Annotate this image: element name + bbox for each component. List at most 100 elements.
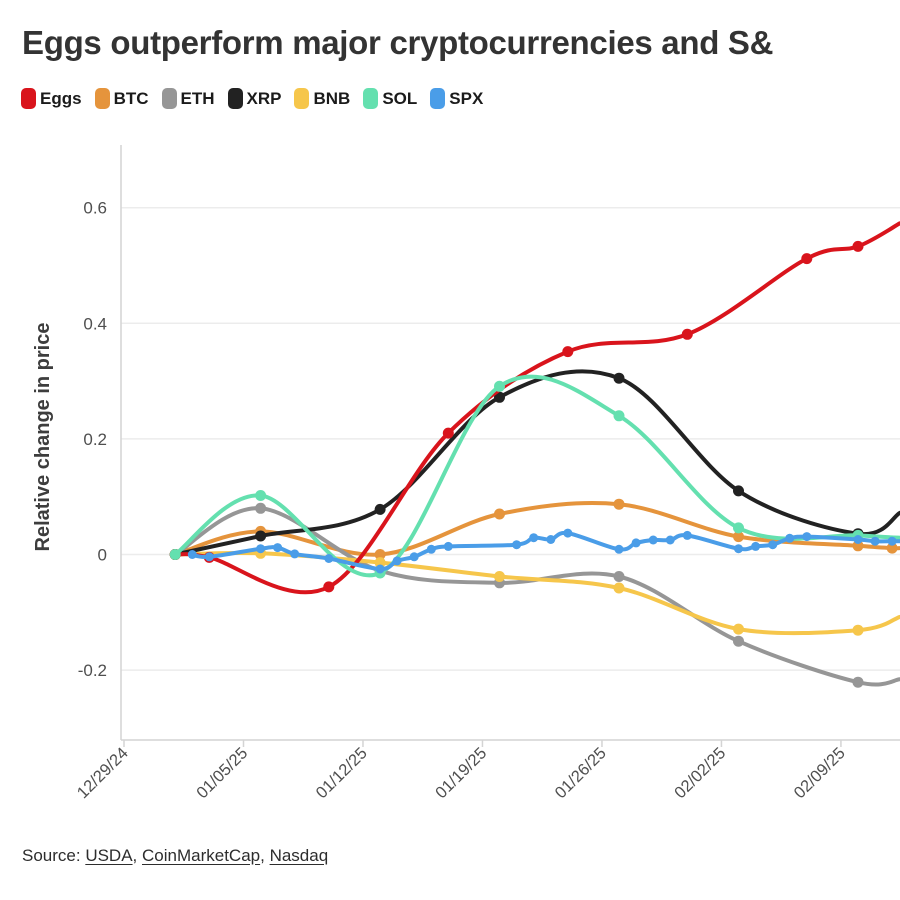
legend-label: Eggs (40, 88, 82, 108)
data-point-sol (494, 380, 505, 392)
legend-label: XRP (246, 88, 282, 108)
data-point-eggs (801, 253, 813, 265)
legend-swatch-xrp (227, 88, 243, 109)
legend-swatch-sol (363, 88, 379, 109)
legend-swatch-eggs (21, 88, 36, 109)
data-point-spx (665, 535, 675, 545)
series-line-btc (173, 501, 900, 557)
source-link-nasdaq[interactable]: Nasdaq (269, 846, 329, 865)
data-point-spx (392, 556, 402, 566)
legend: Eggs BTC ETH XRP BNB SOL SPX (21, 88, 483, 109)
legend-label: SPX (449, 88, 484, 108)
legend-item-eggs[interactable]: Eggs (21, 88, 82, 109)
data-point-spx (768, 540, 778, 550)
data-point-bnb (733, 623, 744, 635)
legend-item-spx[interactable]: SPX (430, 88, 483, 109)
data-point-spx (443, 541, 453, 551)
source-line: Source: USDA, CoinMarketCap, Nasdaq (22, 846, 328, 866)
data-point-bnb (494, 571, 505, 582)
data-point-eggs (323, 581, 335, 593)
data-point-xrp (494, 391, 505, 403)
data-point-eth (613, 571, 625, 582)
x-tick-label: 02/02/25 (671, 744, 729, 802)
y-tick-label: 0.2 (83, 430, 107, 449)
data-point-btc (374, 549, 386, 560)
data-point-spx (256, 544, 266, 554)
data-point-btc (886, 542, 898, 554)
data-point-bnb (374, 557, 386, 569)
data-point-spx (682, 530, 692, 540)
data-point-eth (733, 635, 744, 647)
data-point-spx (887, 536, 897, 546)
data-point-xrp (374, 503, 386, 515)
legend-label: ETH (180, 88, 215, 108)
y-axis-title: Relative change in price (32, 323, 54, 552)
data-point-sol (733, 522, 744, 534)
data-point-spx (409, 552, 419, 562)
data-point-bnb (613, 582, 625, 594)
series-line-bnb (173, 550, 900, 636)
series-line-eggs (173, 221, 900, 595)
data-point-spx (614, 544, 624, 554)
data-point-btc (494, 508, 505, 520)
data-point-spx (375, 564, 385, 574)
source-link-coinmarketcap[interactable]: CoinMarketCap (142, 846, 261, 865)
legend-item-xrp[interactable]: XRP (227, 88, 282, 109)
x-tick-label: 01/19/25 (432, 744, 490, 802)
legend-item-btc[interactable]: BTC (94, 88, 149, 109)
data-point-spx (290, 549, 300, 559)
legend-label: BNB (313, 88, 351, 108)
data-point-sol (255, 490, 267, 501)
data-point-sol (613, 410, 625, 422)
source-separator: , (132, 846, 142, 865)
data-point-bnb (852, 624, 864, 636)
data-point-spx (546, 535, 556, 544)
data-point-spx (785, 533, 795, 543)
chart-title: Eggs outperform major cryptocurrencies a… (22, 24, 774, 61)
data-point-spx (273, 543, 283, 553)
x-tick-label: 12/29/24 (74, 744, 132, 802)
data-point-spx (802, 532, 812, 542)
legend-swatch-spx (430, 88, 446, 109)
legend-swatch-bnb (294, 88, 310, 109)
data-point-sol (169, 549, 181, 560)
data-point-xrp (255, 530, 267, 542)
data-point-spx (187, 550, 197, 559)
x-tick-label: 01/12/25 (313, 744, 371, 802)
data-point-spx (631, 538, 641, 548)
legend-item-bnb[interactable]: BNB (294, 88, 350, 109)
data-point-eggs (681, 328, 693, 340)
x-tick-label: 02/09/25 (791, 744, 849, 802)
data-point-spx (870, 536, 880, 546)
data-point-spx (648, 535, 658, 545)
source-separator: , (260, 846, 270, 865)
y-tick-label: 0 (98, 546, 107, 565)
data-point-btc (613, 498, 625, 510)
data-point-spx (426, 544, 436, 554)
legend-item-sol[interactable]: SOL (363, 88, 417, 109)
legend-label: BTC (113, 88, 149, 108)
x-tick-label: 01/05/25 (193, 744, 251, 802)
data-point-spx (563, 528, 573, 538)
x-tick-label: 01/26/25 (552, 744, 610, 802)
series-line-sol (173, 374, 900, 578)
data-point-eth (255, 502, 267, 514)
data-point-eggs (442, 427, 454, 439)
data-point-spx (324, 554, 334, 563)
source-link-usda[interactable]: USDA (85, 846, 133, 865)
data-point-xrp (613, 372, 625, 384)
data-point-eggs (852, 240, 864, 252)
data-point-eth (852, 676, 864, 688)
data-point-eggs (562, 346, 574, 358)
data-point-btc (733, 531, 744, 543)
source-prefix: Source: (22, 846, 86, 865)
y-tick-label: 0.4 (83, 314, 107, 333)
legend-item-eth[interactable]: ETH (161, 88, 215, 109)
legend-swatch-btc (94, 88, 110, 109)
legend-label: SOL (382, 88, 418, 108)
data-point-spx (734, 544, 743, 554)
y-tick-label: -0.2 (78, 661, 107, 680)
y-tick-label: 0.6 (83, 199, 107, 218)
